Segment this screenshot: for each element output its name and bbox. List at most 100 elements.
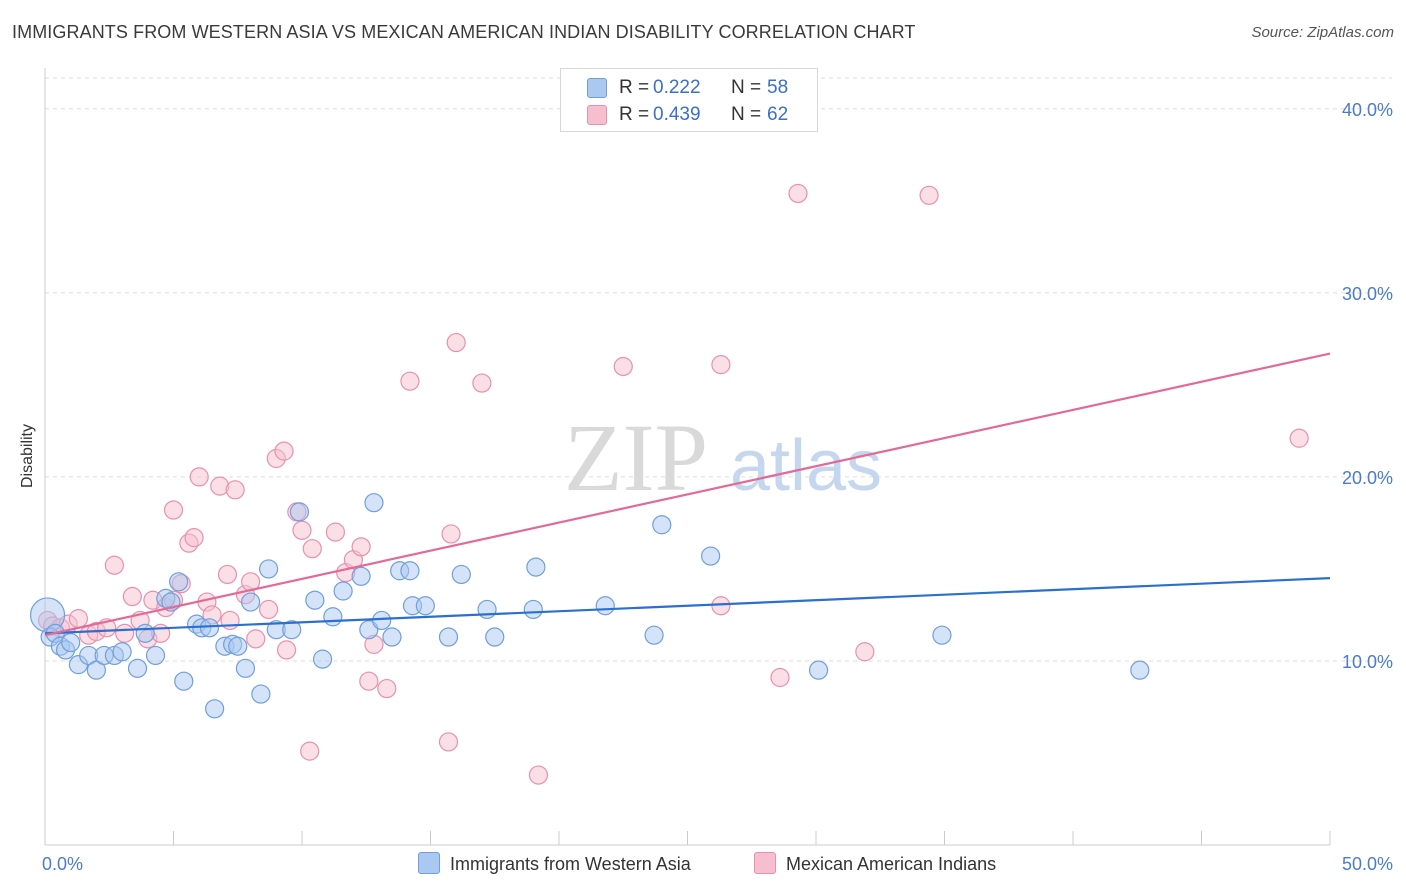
y-tick-label: 20.0% [1342, 468, 1393, 488]
blue-point [282, 620, 302, 640]
pink-r-value: 0.439 [653, 104, 701, 125]
pink-point [528, 765, 549, 785]
blue-point [228, 636, 248, 656]
blue-point [595, 596, 615, 616]
legend-label-mexican-american-indians: Mexican American Indians [786, 854, 997, 874]
blue-point [808, 660, 829, 680]
mexican-american-indians-swatch [754, 852, 776, 874]
blue-point [701, 546, 721, 566]
blue-point [485, 627, 505, 647]
western-asia-swatch [418, 852, 440, 874]
blue-point [526, 557, 546, 577]
pink-point [446, 332, 466, 353]
pink-point [613, 356, 633, 377]
blue-point [523, 599, 543, 620]
x-tick-label-min: 0.0% [42, 854, 83, 874]
n-label: N = [731, 77, 762, 98]
blue-point [1130, 660, 1150, 680]
pink-point [711, 596, 731, 616]
pink-swatch [587, 105, 607, 125]
blue-point [438, 627, 459, 647]
trend-line-mexican-american-indians [44, 352, 1331, 637]
pink-point [1289, 428, 1309, 448]
pink-point [115, 623, 135, 643]
pink-point [122, 586, 142, 607]
pink-point [770, 667, 790, 688]
blue-n-value: 58 [767, 77, 789, 98]
n-label: N = [731, 104, 762, 125]
blue-point [323, 607, 343, 627]
pink-point [292, 520, 312, 540]
pink-point [438, 732, 459, 752]
pink-point [184, 528, 204, 548]
blue-point [333, 581, 353, 601]
blue-point [258, 559, 279, 579]
watermark-zip: ZIP [564, 404, 708, 511]
axes [44, 68, 1331, 846]
blue-point [205, 699, 225, 719]
blue-point [112, 642, 132, 662]
r-label: R = [619, 77, 650, 98]
blue-point [61, 632, 81, 653]
y-tick-label: 30.0% [1342, 284, 1393, 304]
source-label: Source: ZipAtlas.com [1251, 24, 1394, 41]
blue-point [372, 610, 392, 631]
pink-point [68, 609, 89, 629]
blue-point [235, 658, 256, 678]
legend-label-western-asia: Immigrants from Western Asia [450, 854, 691, 874]
pink-point [441, 524, 461, 544]
blue-point [400, 561, 420, 581]
pink-point [225, 480, 245, 500]
stats-legend: R = 0.222 N = 58 R = 0.439 N = 62 [560, 68, 818, 132]
pink-point [855, 642, 875, 662]
pink-point [302, 539, 322, 559]
pink-point [377, 678, 397, 699]
series-pink-points [37, 183, 1309, 785]
blue-point [644, 625, 664, 645]
pink-point [104, 555, 124, 575]
pink-point [189, 467, 209, 487]
pink-point [258, 599, 279, 620]
blue-point [305, 590, 325, 610]
pink-point [325, 522, 346, 542]
y-tick-label: 40.0% [1342, 100, 1393, 120]
pink-point [472, 373, 492, 393]
pink-point [351, 537, 371, 557]
pink-point [276, 640, 297, 660]
blue-point [251, 684, 271, 704]
pink-point [246, 629, 266, 649]
blue-point [135, 623, 155, 643]
trend-line-western-asia [44, 577, 1331, 635]
pink-point [711, 355, 731, 375]
x-tick-labels: 0.0% 50.0% [42, 854, 1393, 874]
blue-point [199, 618, 220, 638]
blue-point [351, 566, 371, 586]
y-tick-labels: 10.0% 20.0% 30.0% 40.0% [1342, 100, 1393, 672]
blue-point [169, 572, 189, 592]
watermark-atlas: atlas [730, 426, 882, 506]
blue-point [382, 627, 402, 647]
blue-point [932, 625, 952, 645]
blue-point [174, 671, 194, 691]
y-tick-label: 10.0% [1342, 652, 1393, 672]
blue-point [312, 649, 333, 669]
legend-item-mexican-american-indians: Mexican American Indians [754, 852, 996, 875]
pink-point [163, 500, 184, 520]
pink-n-value: 62 [767, 104, 789, 125]
blue-point [127, 658, 148, 678]
blue-point [145, 645, 166, 666]
blue-point [364, 493, 384, 513]
blue-point [241, 592, 261, 612]
trend-lines [44, 352, 1331, 637]
chart-title: IMMIGRANTS FROM WESTERN ASIA VS MEXICAN … [12, 22, 916, 42]
blue-point [652, 515, 672, 535]
blue-point [289, 502, 310, 522]
pink-point [400, 371, 420, 391]
pink-point [359, 671, 379, 691]
pink-point [217, 564, 238, 585]
blue-swatch [587, 78, 607, 98]
legend-item-western-asia: Immigrants from Western Asia [418, 852, 691, 875]
pink-point [919, 185, 939, 205]
blue-point [451, 564, 471, 585]
